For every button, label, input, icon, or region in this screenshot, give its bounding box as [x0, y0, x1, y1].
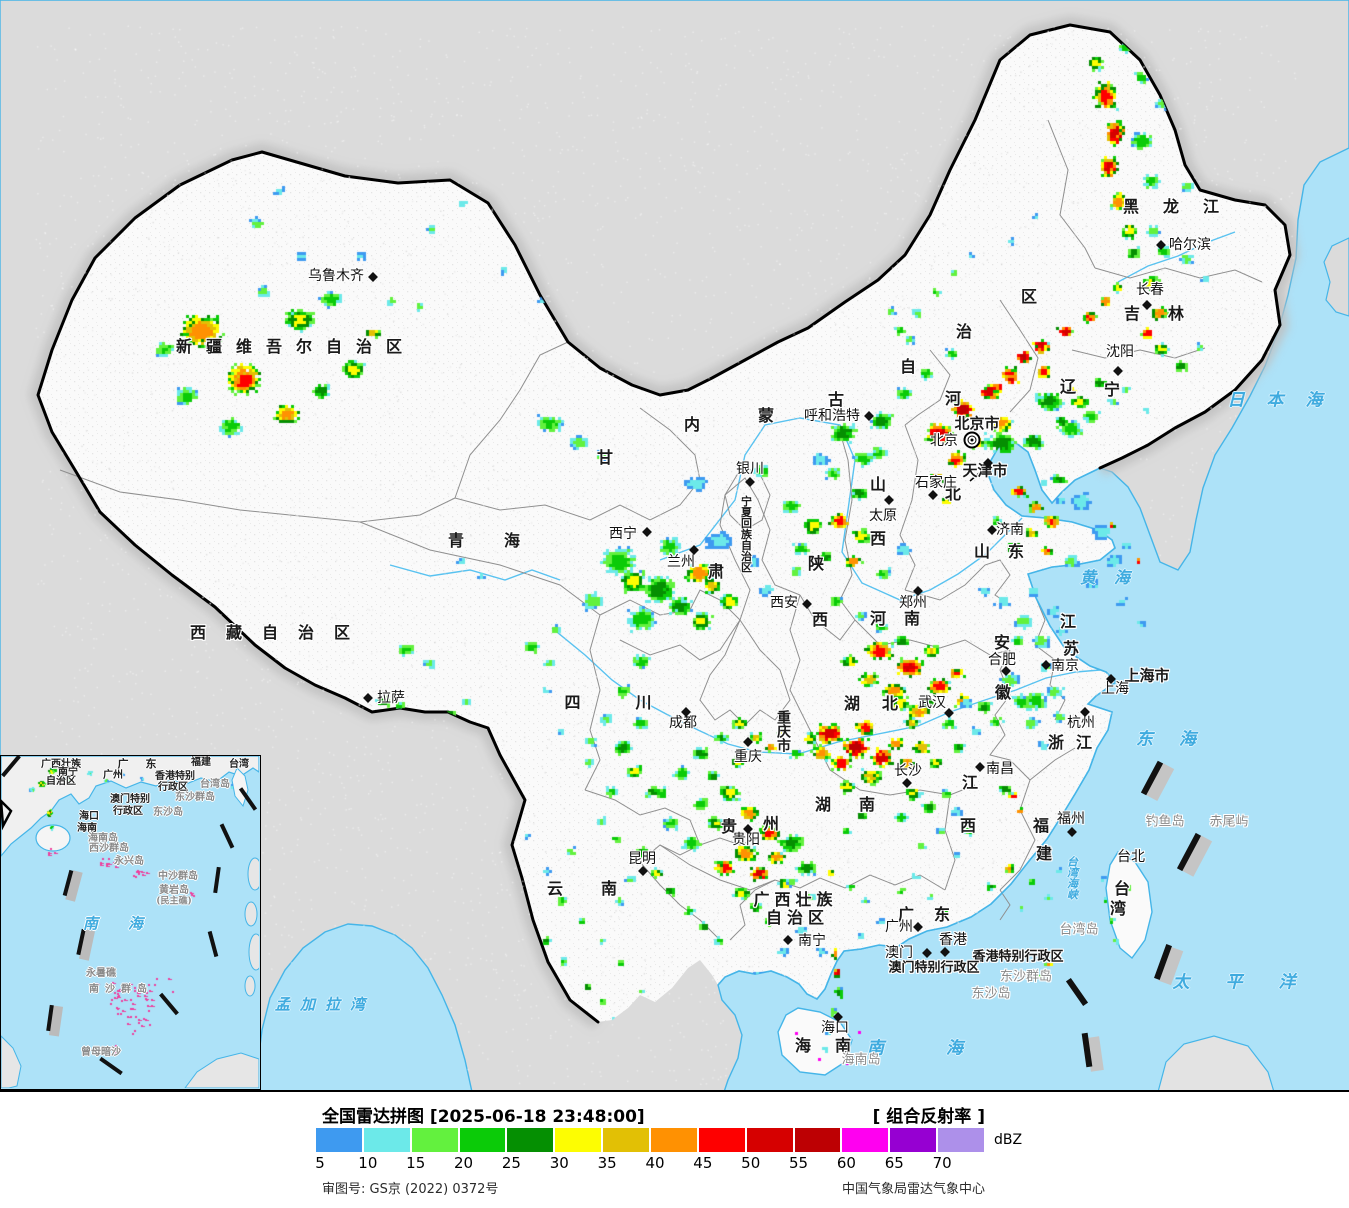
legend-swatch — [698, 1128, 745, 1152]
dbz-tick-label: 35 — [597, 1154, 617, 1172]
dbz-tick-label: 5 — [315, 1154, 325, 1172]
legend-swatch — [316, 1128, 362, 1152]
legend-swatch — [794, 1128, 841, 1152]
legend-swatch — [507, 1128, 554, 1152]
legend-swatch — [459, 1128, 506, 1152]
dbz-tick-label: 70 — [932, 1154, 952, 1172]
legend-swatch — [938, 1128, 984, 1152]
legend-swatch — [890, 1128, 937, 1152]
legend-swatch — [746, 1128, 793, 1152]
radar-map: 新疆维吾尔自治区 西藏自治区 青海甘肃内蒙古自治区黑龙江 吉林辽宁河北山西山东 河南陕西… — [0, 0, 1349, 1090]
inset-map-south-china-sea: 广西壮族 自治区 南宁广东广州 福建 台湾 香港特别 行政区 澳门特别 行政区 海口 海南 台湾岛 东沙… — [0, 755, 261, 1090]
legend-swatch — [651, 1128, 697, 1152]
dbz-tick-label: 60 — [836, 1154, 856, 1172]
dbz-tick-label: 55 — [789, 1154, 809, 1172]
dbz-tick-label: 10 — [358, 1154, 378, 1172]
dbz-tick-labels: 5 10 15 20 25 30 35 40 45 50 55 60 65 70 — [315, 1154, 1016, 1172]
dbz-tick-label: 15 — [406, 1154, 426, 1172]
dbz-colorbar — [316, 1128, 986, 1152]
dbz-tick-label: 20 — [454, 1154, 474, 1172]
legend-title: 全国雷达拼图 [2025-06-18 23:48:00] — [322, 1107, 645, 1127]
dbz-tick-label: 25 — [501, 1154, 521, 1172]
dbz-unit-label: dBZ — [994, 1132, 1023, 1148]
legend-swatch — [603, 1128, 649, 1152]
legend-product-label: [ 组合反射率 ] — [872, 1107, 985, 1127]
legend-swatch — [555, 1128, 602, 1152]
dbz-tick-label: 45 — [693, 1154, 713, 1172]
legend-panel: 全国雷达拼图 [2025-06-18 23:48:00] [ 组合反射率 ] d… — [0, 1090, 1349, 1208]
dbz-tick-label: 40 — [645, 1154, 665, 1172]
dbz-tick-label: 30 — [549, 1154, 569, 1172]
inset-echo-canvas — [1, 756, 259, 1088]
dbz-tick-label: 65 — [884, 1154, 904, 1172]
map-license-number: 审图号: GS京 (2022) 0372号 — [322, 1182, 499, 1197]
legend-swatch — [842, 1128, 889, 1152]
org-name: 中国气象局雷达气象中心 — [841, 1182, 985, 1197]
legend-swatch — [363, 1128, 410, 1152]
dbz-tick-label: 50 — [741, 1154, 761, 1172]
legend-swatch — [411, 1128, 458, 1152]
